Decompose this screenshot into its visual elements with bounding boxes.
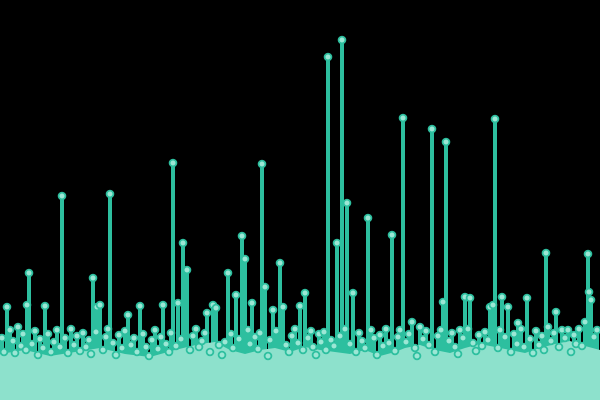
noise-floor-area [0, 341, 600, 400]
marker-dots-group [0, 35, 600, 361]
